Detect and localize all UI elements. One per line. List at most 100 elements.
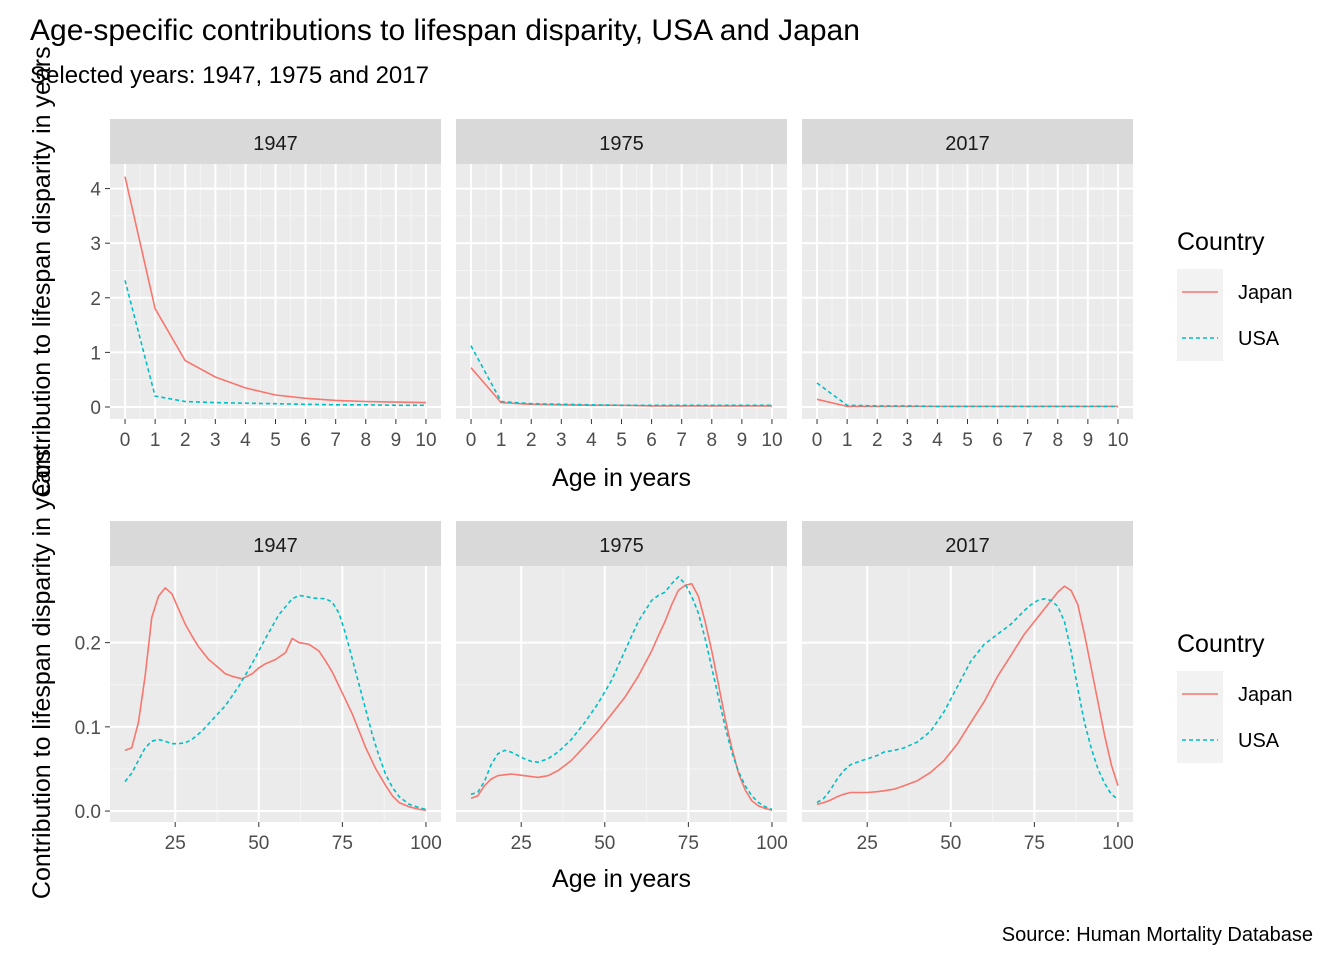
chart-subtitle: Selected years: 1947, 1975 and 2017 — [30, 62, 429, 89]
facet-strip-label: 1947 — [253, 133, 298, 155]
facet-strip — [802, 119, 1133, 164]
x-tick-label: 75 — [678, 833, 699, 854]
x-tick-label: 1 — [842, 430, 853, 451]
x-axis-title: Age in years — [552, 865, 691, 893]
legend-title: Country — [1177, 630, 1265, 658]
y-tick-label: 0.2 — [75, 634, 101, 655]
x-tick-label: 0 — [120, 430, 131, 451]
x-tick-label: 1 — [496, 430, 507, 451]
facet-strip — [110, 521, 441, 566]
y-tick-label: 0.0 — [75, 802, 101, 823]
x-tick-label: 7 — [676, 430, 687, 451]
x-tick-label: 25 — [165, 833, 186, 854]
x-tick-label: 10 — [761, 430, 782, 451]
facet-strip — [456, 119, 787, 164]
chart-title: Age-specific contributions to lifespan d… — [30, 14, 860, 47]
facet-strip-label: 1975 — [599, 133, 644, 155]
source-caption: Source: Human Mortality Database — [1002, 924, 1313, 946]
series-line-usa — [124, 280, 426, 407]
panel-background — [110, 566, 441, 822]
panel-top-2017: 2017 0 1 2 3 4 5 6 7 8 9 10 — [802, 119, 1133, 451]
x-tick-label: 6 — [646, 430, 657, 451]
x-tick-label: 3 — [556, 430, 567, 451]
x-tick-label: 9 — [1083, 430, 1094, 451]
y-tick-label: 0 — [90, 398, 101, 419]
x-tick-label: 4 — [586, 430, 597, 451]
x-tick-label: 2 — [872, 430, 883, 451]
x-tick-label: 7 — [1022, 430, 1033, 451]
y-axis-title: Contribution to lifespan disparity in ye… — [28, 449, 56, 899]
x-tick-label: 0 — [812, 430, 823, 451]
x-tick-label: 5 — [616, 430, 627, 451]
x-tick-label: 100 — [1102, 833, 1134, 854]
facet-strip-label: 1975 — [599, 535, 644, 557]
y-tick-label: 1 — [90, 343, 101, 364]
x-tick-label: 75 — [332, 833, 353, 854]
series-line-usa — [470, 345, 772, 407]
legend-label-usa: USA — [1238, 730, 1280, 752]
x-tick-label: 10 — [1107, 430, 1128, 451]
legend: Country Japan USA — [1177, 228, 1293, 361]
x-tick-label: 8 — [706, 430, 717, 451]
series-line-usa — [816, 382, 1118, 408]
x-tick-label: 6 — [992, 430, 1003, 451]
panel-background — [802, 566, 1133, 822]
y-axis-title: Contribution to lifespan disparity in ye… — [28, 46, 56, 496]
legend-label-japan: Japan — [1238, 282, 1293, 304]
x-tick-label: 2 — [526, 430, 537, 451]
legend-title: Country — [1177, 228, 1265, 256]
x-tick-label: 1 — [150, 430, 161, 451]
series-line-japan — [124, 176, 427, 404]
x-tick-label: 4 — [932, 430, 943, 451]
x-tick-label: 50 — [940, 833, 961, 854]
x-tick-label: 8 — [1052, 430, 1063, 451]
facet-strip — [456, 521, 787, 566]
legend-label-usa: USA — [1238, 328, 1280, 350]
facet-strip-label: 2017 — [945, 535, 990, 557]
legend-label-japan: Japan — [1238, 684, 1293, 706]
panel-top-1975: 1975 0 1 2 3 4 5 6 7 8 9 10 — [456, 119, 787, 451]
x-tick-label: 100 — [756, 833, 788, 854]
x-tick-label: 0 — [466, 430, 477, 451]
y-tick-label: 2 — [90, 289, 101, 310]
x-tick-label: 4 — [240, 430, 251, 451]
x-tick-label: 5 — [270, 430, 281, 451]
x-tick-label: 6 — [300, 430, 311, 451]
y-tick-label: 0.1 — [75, 718, 101, 739]
legend: Country Japan USA — [1177, 630, 1293, 763]
series-line-usa — [816, 597, 1119, 804]
x-tick-label: 7 — [330, 430, 341, 451]
x-tick-label: 100 — [410, 833, 442, 854]
y-tick-label: 4 — [90, 180, 101, 201]
panel-background — [456, 566, 787, 822]
x-tick-label: 9 — [737, 430, 748, 451]
x-tick-label: 25 — [511, 833, 532, 854]
panel-bottom-1947: 1947 25 50 75 100 0.0 0.1 0.2 — [75, 521, 442, 854]
facet-strip-label: 2017 — [945, 133, 990, 155]
x-tick-label: 5 — [962, 430, 973, 451]
x-tick-label: 3 — [210, 430, 221, 451]
facet-strip — [802, 521, 1133, 566]
x-tick-label: 50 — [248, 833, 269, 854]
x-tick-label: 75 — [1024, 833, 1045, 854]
series-line-japan — [124, 587, 427, 811]
panel-bottom-1975: 1975 25 50 75 100 — [456, 521, 788, 854]
x-tick-label: 25 — [857, 833, 878, 854]
x-tick-label: 8 — [360, 430, 371, 451]
x-tick-label: 3 — [902, 430, 913, 451]
x-tick-label: 50 — [594, 833, 615, 854]
x-tick-label: 9 — [391, 430, 402, 451]
facet-strip — [110, 119, 441, 164]
x-axis-title: Age in years — [552, 464, 691, 492]
y-tick-label: 3 — [90, 234, 101, 255]
series-line-japan — [816, 585, 1119, 806]
x-tick-label: 2 — [180, 430, 191, 451]
series-line-japan — [470, 582, 773, 811]
x-tick-label: 10 — [415, 430, 436, 451]
series-line-usa — [470, 576, 773, 811]
panel-bottom-2017: 2017 25 50 75 100 — [802, 521, 1134, 854]
